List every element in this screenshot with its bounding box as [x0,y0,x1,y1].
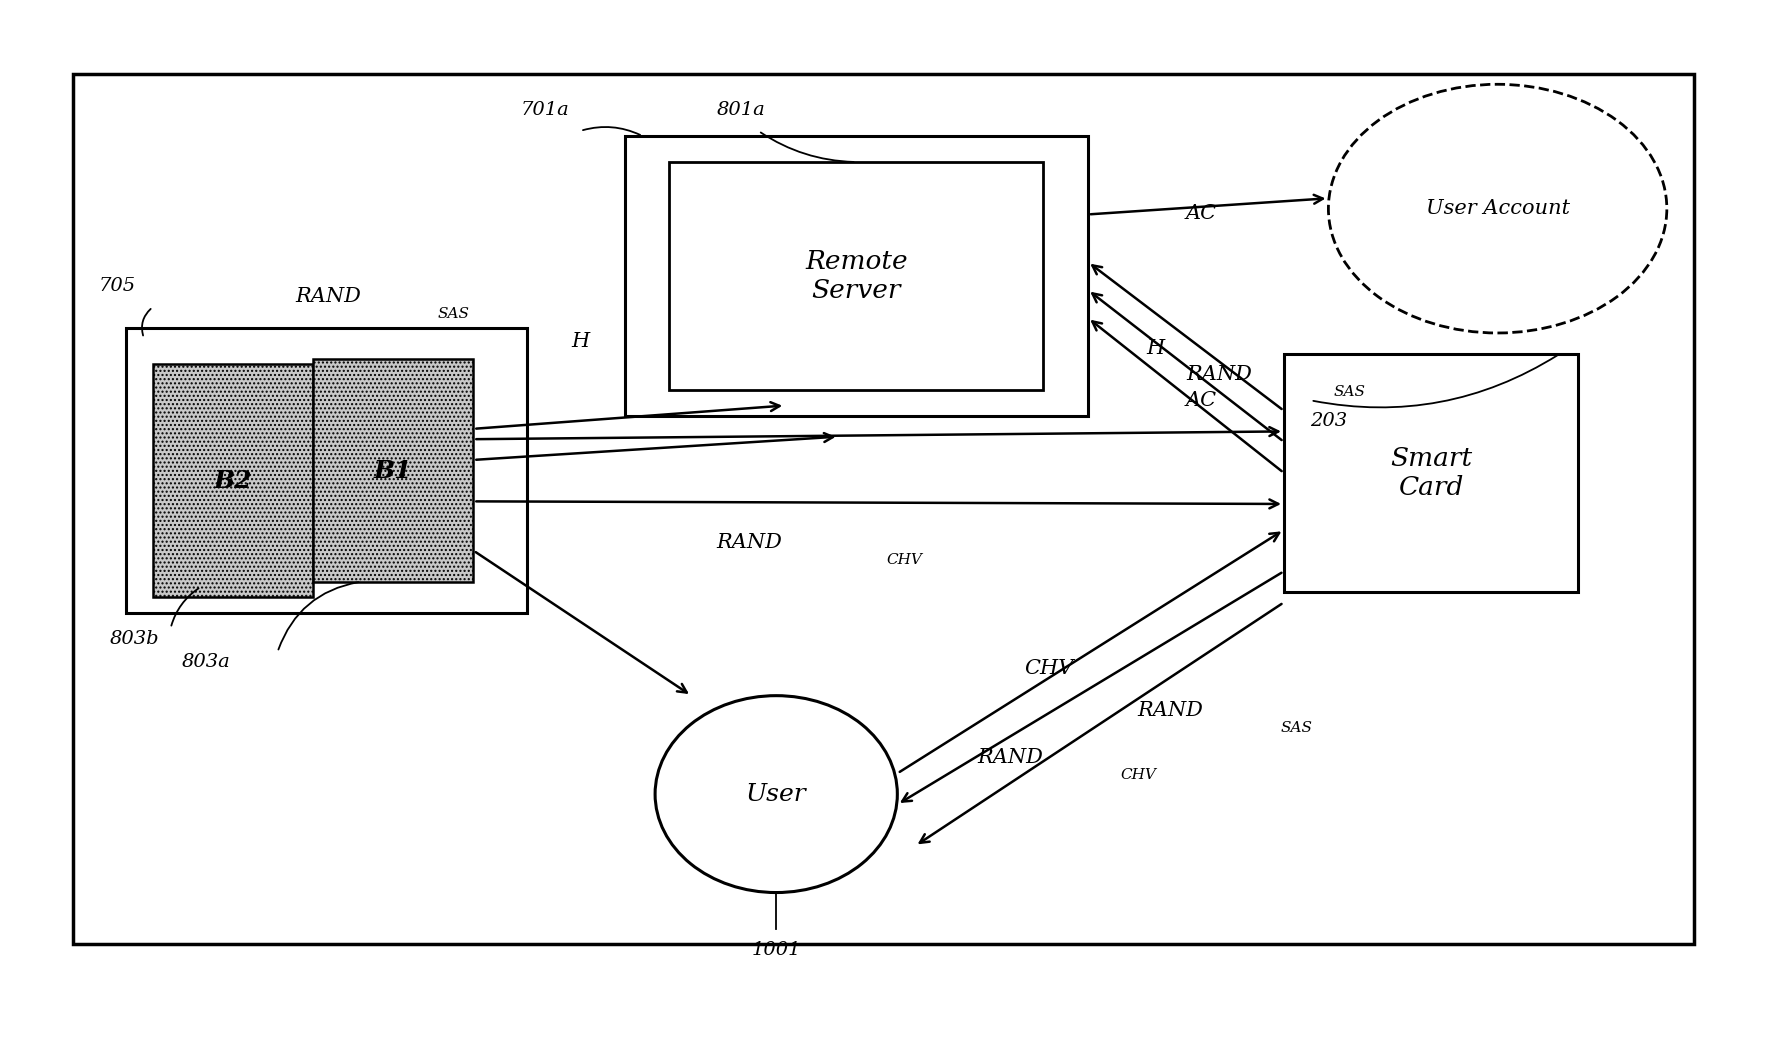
Bar [73,74,1693,944]
Text: User: User [746,782,806,805]
Text: User Account: User Account [1425,199,1570,218]
Text: RAND: RAND [978,748,1044,768]
Text: RAND: RAND [296,287,360,307]
Text: Remote
Server: Remote Server [805,249,908,303]
Ellipse shape [655,696,897,893]
Bar [314,358,473,582]
Text: CHV: CHV [1120,769,1156,782]
Text: 803b: 803b [111,630,161,647]
Text: H: H [1147,339,1165,358]
Text: B2: B2 [214,470,252,494]
Text: B1: B1 [375,459,412,483]
Text: 1001: 1001 [751,940,801,959]
Text: CHV: CHV [887,553,922,567]
Text: SAS: SAS [437,308,469,321]
Text: SAS: SAS [1334,385,1367,399]
Text: Smart
Card: Smart Card [1392,446,1474,500]
Text: CHV: CHV [1024,659,1074,678]
Text: 803a: 803a [182,654,230,671]
Text: 701a: 701a [521,101,569,119]
Text: AC: AC [1186,205,1217,223]
Text: H: H [571,331,589,351]
Text: AC: AC [1186,391,1217,409]
Text: SAS: SAS [1281,721,1313,735]
Ellipse shape [1329,84,1666,332]
Text: RAND: RAND [1138,700,1204,720]
Bar [624,136,1088,416]
Bar [1284,353,1577,592]
Text: 801a: 801a [715,101,765,119]
Text: RAND: RAND [717,533,783,552]
Text: RAND: RAND [1186,365,1252,384]
Bar [153,364,314,597]
Text: 705: 705 [98,277,136,295]
Text: 203: 203 [1309,412,1347,430]
Bar [127,327,526,613]
Bar [669,162,1044,390]
